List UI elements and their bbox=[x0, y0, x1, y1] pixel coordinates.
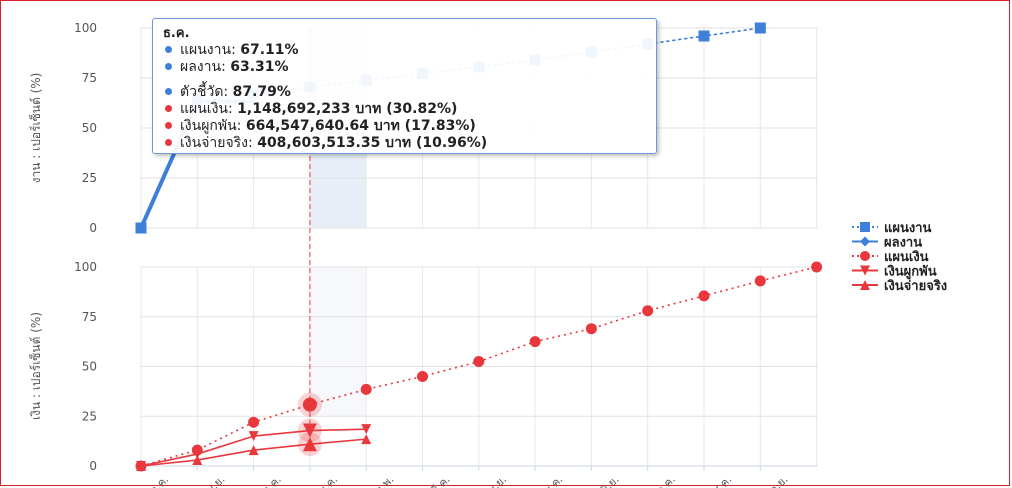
legend-label: แผนงาน bbox=[884, 221, 932, 236]
red-dot-icon bbox=[165, 139, 172, 146]
tooltip-row-result-work: ผลงาน: 63.31% bbox=[163, 59, 646, 76]
blue-dot-icon bbox=[165, 46, 172, 53]
data-point-committed[interactable] bbox=[248, 431, 259, 442]
tooltip-row-paid: เงินจ่ายจริง: 408,603,513.35 บาท (10.96%… bbox=[163, 135, 646, 152]
data-point-plan-money[interactable] bbox=[754, 275, 766, 287]
legend-item[interactable]: แผนเงิน bbox=[852, 250, 929, 265]
y-tick-label: 100 bbox=[74, 260, 97, 274]
y-tick-label: 75 bbox=[82, 71, 97, 85]
data-point-plan-money[interactable] bbox=[642, 305, 654, 317]
y-tick-label: 25 bbox=[82, 171, 97, 185]
blue-dot-icon bbox=[165, 63, 172, 70]
x-tick-label: พ.ค. bbox=[541, 473, 565, 488]
y-axis-title: เงิน : เปอร์เซ็นต์ (%) bbox=[28, 312, 43, 420]
data-point-plan-work[interactable] bbox=[754, 22, 766, 34]
data-point-plan-money[interactable] bbox=[248, 416, 260, 428]
tooltip: ธ.ค. แผนงาน: 67.11% ผลงาน: 63.31% ตัวชี้… bbox=[152, 18, 657, 154]
y-tick-label: 50 bbox=[82, 360, 97, 374]
data-point-plan-money[interactable] bbox=[585, 323, 597, 335]
data-point-paid-hovered[interactable] bbox=[302, 437, 317, 452]
y-tick-label: 25 bbox=[82, 409, 97, 423]
y-tick-label: 0 bbox=[89, 221, 97, 235]
data-point-plan-work[interactable] bbox=[698, 30, 710, 42]
legend-label: เงินผูกพัน bbox=[884, 265, 937, 280]
legend-marker-icon bbox=[860, 265, 870, 276]
data-point-paid[interactable] bbox=[248, 445, 259, 456]
y-tick-label: 50 bbox=[82, 121, 97, 135]
legend-item[interactable]: แผนงาน bbox=[852, 221, 932, 236]
x-tick-label: มี.ค. bbox=[428, 473, 452, 488]
legend-label: ผลงาน bbox=[884, 236, 922, 251]
y-tick-label: 0 bbox=[89, 459, 97, 473]
x-tick-label: ธ.ค. bbox=[260, 473, 284, 488]
data-point-plan-money[interactable] bbox=[698, 290, 710, 302]
x-tick-label: พ.ย. bbox=[204, 473, 228, 488]
legend-marker-icon bbox=[860, 236, 870, 247]
x-tick-label: มิ.ย. bbox=[598, 473, 622, 488]
data-point-paid[interactable] bbox=[136, 461, 146, 471]
legend-label: เงินจ่ายจริง bbox=[884, 279, 947, 294]
x-tick-label: ต.ค. bbox=[147, 473, 171, 488]
axes-layer: 0 25 50 75 100 งาน : เปอร์เซ็นต์ (%) 0 25 50 75 10… bbox=[28, 21, 818, 488]
y-tick-label: 75 bbox=[82, 310, 97, 324]
red-dot-icon bbox=[165, 105, 172, 112]
tooltip-row-plan-work: แผนงาน: 67.11% bbox=[163, 42, 646, 59]
y-tick-label: 100 bbox=[74, 21, 97, 35]
data-point-plan-money[interactable] bbox=[417, 370, 428, 382]
data-point-plan-money[interactable] bbox=[473, 356, 485, 368]
red-dot-icon bbox=[165, 122, 172, 129]
legend-marker-icon bbox=[860, 280, 870, 290]
data-point-committed[interactable] bbox=[361, 424, 372, 435]
data-point-plan-money[interactable] bbox=[360, 383, 372, 395]
x-tick-label: ส.ค. bbox=[710, 473, 734, 488]
tooltip-row-indicator: ตัวชี้วัด: 87.79% bbox=[163, 84, 646, 101]
y-axis-title: งาน : เปอร์เซ็นต์ (%) bbox=[28, 73, 43, 184]
legend-marker-icon bbox=[860, 251, 870, 261]
tooltip-header: ธ.ค. bbox=[163, 26, 190, 41]
legend-label: แผนเงิน bbox=[884, 250, 929, 265]
data-point-result-work[interactable] bbox=[135, 222, 147, 234]
data-point-committed[interactable] bbox=[192, 449, 203, 460]
legend-item[interactable]: ผลงาน bbox=[852, 236, 922, 251]
x-tick-label: เม.ย. bbox=[483, 473, 509, 488]
legend-item[interactable]: เงินจ่ายจริง bbox=[852, 279, 947, 294]
tooltip-row-committed: เงินผูกพัน: 664,547,640.64 บาท (17.83%) bbox=[163, 118, 646, 135]
blue-dot-icon bbox=[165, 88, 172, 95]
x-tick-label: ม.ค. bbox=[316, 473, 340, 488]
data-point-plan-money[interactable] bbox=[811, 261, 823, 273]
hover-band bbox=[309, 267, 367, 417]
legend-item[interactable]: เงินผูกพัน bbox=[852, 265, 937, 280]
x-tick-label: ก.ค. bbox=[654, 473, 678, 488]
data-point-paid[interactable] bbox=[192, 455, 203, 466]
tooltip-row-plan-money: แผนเงิน: 1,148,692,233 บาท (30.82%) bbox=[163, 101, 646, 118]
data-point-paid[interactable] bbox=[361, 434, 372, 445]
x-tick-label: ก.พ. bbox=[372, 473, 396, 488]
data-point-plan-money[interactable] bbox=[529, 336, 541, 348]
x-tick-label: ก.ย. bbox=[767, 473, 790, 488]
legend-marker-icon bbox=[860, 222, 870, 232]
